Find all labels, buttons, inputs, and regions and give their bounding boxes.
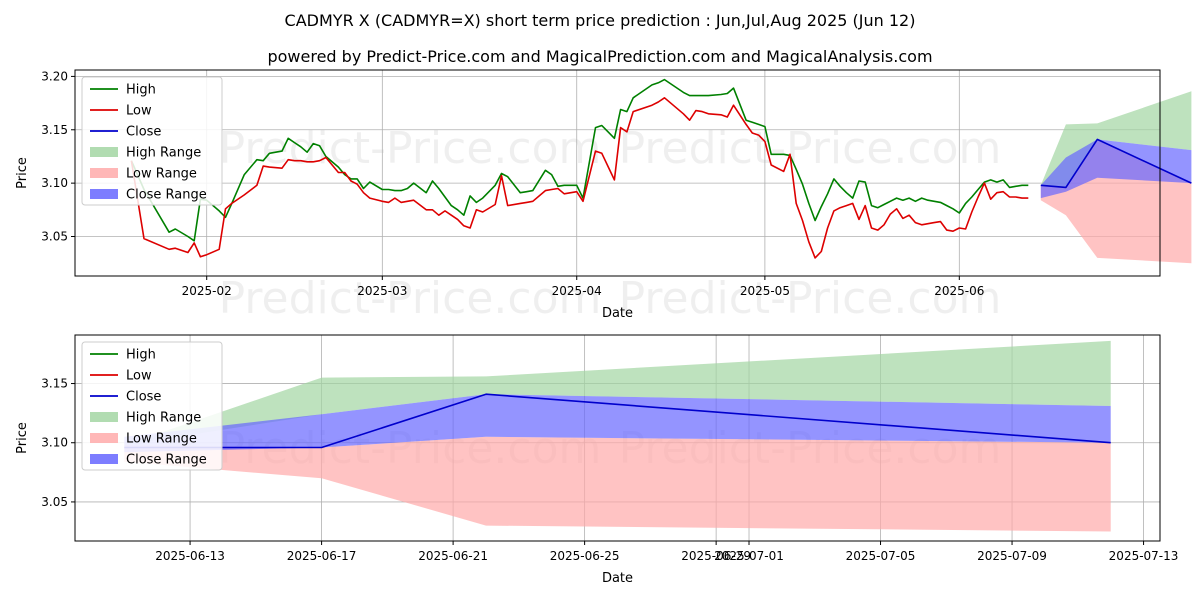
top-panel: Predict-Price.com Predict-Price.com Pred…: [15, 69, 1192, 324]
x-tick-label: 2025-06: [934, 284, 984, 298]
x-tick-label: 2025-07-05: [846, 549, 916, 563]
legend-low-range-label: Low Range: [126, 167, 197, 182]
legend-close-label: Close: [126, 390, 161, 405]
x-tick-label: 2025-07-09: [977, 549, 1047, 563]
y-axis-label: Price: [15, 422, 30, 454]
top-series-lines: [130, 78, 1192, 259]
x-tick-label: 2025-07-13: [1109, 549, 1179, 563]
y-tick-label: 3.05: [41, 230, 68, 244]
legend-low-range-swatch: [90, 433, 118, 443]
plot-frame: [74, 334, 1161, 542]
legend-close-range-swatch: [90, 454, 118, 464]
watermark: Predict-Price.com: [219, 273, 602, 324]
watermark: Predict-Price.com: [219, 123, 602, 174]
x-tick-label: 2025-02: [182, 284, 232, 298]
top-legend: High Low Close High Range Low Range Close Ran…: [81, 76, 223, 206]
legend-close-range-label: Close Range: [126, 453, 207, 468]
bottom-axes: 2025-06-13 2025-06-17 2025-06-21 2025-06-25…: [15, 334, 1179, 586]
x-tick-label: 2025-03: [357, 284, 407, 298]
x-tick-label: 2025-05: [740, 284, 790, 298]
x-tick-label: 2025-04: [552, 284, 602, 298]
x-tick-label: 2025-07-01: [714, 549, 784, 563]
low-line: [130, 97, 1029, 259]
x-tick-label: 2025-06-13: [155, 549, 225, 563]
plot-frame: [74, 69, 1161, 277]
bottom-range-bands: [124, 340, 1111, 532]
x-axis-label: Date: [602, 571, 633, 586]
legend-close-range-label: Close Range: [126, 188, 207, 203]
bottom-legend: High Low Close High Range Low Range Close Ran…: [81, 341, 223, 471]
close-line: [124, 393, 1111, 449]
x-tick-label: 2025-06-25: [550, 549, 620, 563]
bottom-panel: Predict-Price.com Predict-Price.com 2025…: [15, 334, 1179, 586]
y-tick-label: 3.15: [41, 377, 68, 391]
x-axis-label: Date: [602, 306, 633, 321]
legend-high-label: High: [126, 348, 156, 363]
y-tick-label: 3.15: [41, 123, 68, 137]
bottom-series-lines: [124, 393, 1111, 449]
chart-title: CADMYR X (CADMYR=X) short term price pre…: [285, 11, 916, 30]
close-range-band: [124, 394, 1111, 453]
top-axes: 2025-02 2025-03 2025-04 2025-05 2025-06 3.05 3…: [15, 69, 1161, 321]
legend-low-range-swatch: [90, 168, 118, 178]
y-tick-label: 3.10: [41, 436, 68, 450]
legend-low-label: Low: [126, 369, 152, 384]
y-tick-label: 3.20: [41, 69, 68, 83]
x-tick-label: 2025-06-29: [681, 549, 751, 563]
top-watermarks: Predict-Price.com Predict-Price.com Pred…: [219, 123, 1002, 324]
legend-low-range-label: Low Range: [126, 432, 197, 447]
legend-high-label: High: [126, 83, 156, 98]
low-range-band: [124, 436, 1111, 532]
top-range-bands: [1040, 91, 1192, 264]
chart-subtitle: powered by Predict-Price.com and Magical…: [267, 47, 932, 66]
y-tick-label: 3.05: [41, 495, 68, 509]
x-tick-label: 2025-06-21: [418, 549, 488, 563]
legend-close-range-swatch: [90, 189, 118, 199]
watermark: Predict-Price.com: [619, 123, 1002, 174]
y-axis-label: Price: [15, 157, 30, 189]
high-line: [130, 78, 1029, 242]
legend-high-range-swatch: [90, 147, 118, 157]
high-range-band: [124, 340, 1111, 446]
close-line: [1040, 138, 1192, 189]
legend-high-range-label: High Range: [126, 146, 201, 161]
legend-high-range-swatch: [90, 412, 118, 422]
x-tick-label: 2025-06-17: [287, 549, 357, 563]
y-tick-label: 3.10: [41, 176, 68, 190]
watermark: Predict-Price.com: [619, 273, 1002, 324]
close-range-band: [1040, 139, 1192, 199]
legend-close-label: Close: [126, 125, 161, 140]
legend-high-range-label: High Range: [126, 411, 201, 426]
legend-low-label: Low: [126, 104, 152, 119]
